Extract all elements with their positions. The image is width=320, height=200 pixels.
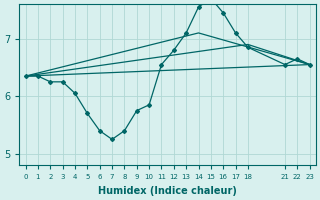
X-axis label: Humidex (Indice chaleur): Humidex (Indice chaleur) (98, 186, 237, 196)
